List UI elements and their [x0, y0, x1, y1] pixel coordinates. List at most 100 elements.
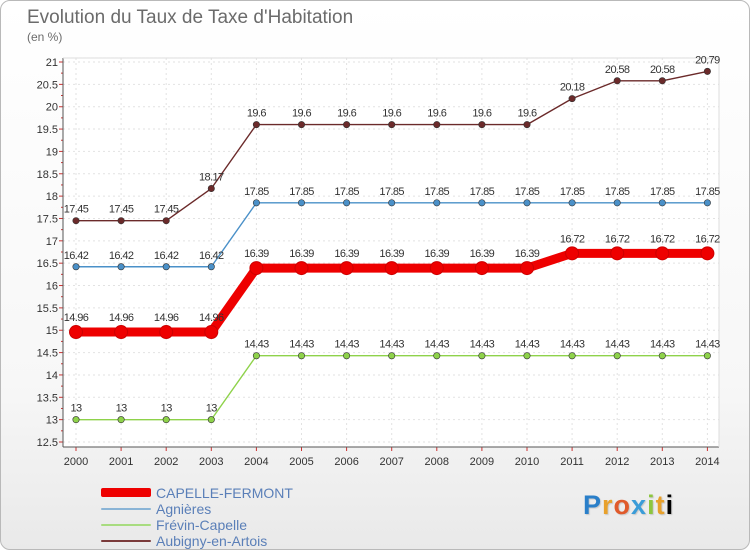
- data-label: 16.39: [334, 248, 359, 260]
- data-point: [614, 78, 620, 84]
- data-label: 17.85: [334, 186, 359, 198]
- data-point: [115, 326, 128, 339]
- data-point: [298, 121, 304, 127]
- y-tick-label: 13: [46, 415, 58, 427]
- data-label: 14.43: [470, 339, 495, 351]
- legend-swatch-frevin-capelle: [101, 524, 151, 526]
- data-label: 17.85: [515, 186, 540, 198]
- data-label: 17.85: [470, 186, 495, 198]
- logo-letter: o: [614, 490, 632, 520]
- y-tick-label: 13.5: [37, 392, 58, 404]
- y-tick-label: 12.5: [37, 437, 58, 449]
- data-point: [479, 121, 485, 127]
- data-label: 13: [161, 403, 173, 415]
- legend-label: CAPELLE-FERMONT: [156, 485, 293, 501]
- x-tick-label: 2014: [695, 456, 719, 468]
- data-label: 14.96: [64, 312, 89, 324]
- y-tick-label: 19: [46, 146, 58, 158]
- data-label: 19.6: [292, 108, 311, 120]
- data-point: [389, 353, 395, 359]
- data-label: 16.39: [470, 248, 495, 260]
- y-tick-label: 20.5: [37, 79, 58, 91]
- data-label: 16.72: [560, 233, 585, 245]
- x-tick-label: 2002: [154, 456, 178, 468]
- data-label: 16.39: [289, 248, 314, 260]
- logo-letter: i: [666, 490, 675, 520]
- data-point: [250, 262, 263, 275]
- data-point: [298, 353, 304, 359]
- data-label: 19.6: [517, 108, 536, 120]
- data-label: 17.85: [379, 186, 404, 198]
- data-label: 19.6: [427, 108, 446, 120]
- y-tick-label: 21: [46, 57, 58, 69]
- data-label: 16.39: [244, 248, 269, 260]
- data-label: 17.85: [244, 186, 269, 198]
- data-label: 19.6: [337, 108, 356, 120]
- data-point: [389, 200, 395, 206]
- data-point: [118, 416, 124, 422]
- legend-swatch-agnieres: [101, 508, 151, 510]
- data-label: 16.72: [650, 233, 675, 245]
- data-label: 18.17: [199, 172, 224, 184]
- data-point: [479, 353, 485, 359]
- data-point: [524, 200, 530, 206]
- data-point: [656, 247, 669, 260]
- y-tick-label: 20: [46, 102, 58, 114]
- data-label: 17.45: [109, 204, 134, 216]
- data-label: 14.43: [560, 339, 585, 351]
- data-point: [208, 416, 214, 422]
- data-point: [208, 185, 214, 191]
- data-label: 20.79: [695, 54, 720, 66]
- data-point: [253, 353, 259, 359]
- data-point: [434, 353, 440, 359]
- data-point: [343, 353, 349, 359]
- data-label: 14.96: [199, 312, 224, 324]
- data-label: 17.85: [695, 186, 720, 198]
- data-point: [163, 416, 169, 422]
- data-label: 16.42: [154, 250, 179, 262]
- line-chart: 12.51313.51414.51515.51616.51717.51818.5…: [1, 1, 750, 550]
- data-point: [611, 247, 624, 260]
- data-label: 17.85: [289, 186, 314, 198]
- data-point: [566, 247, 579, 260]
- data-point: [704, 200, 710, 206]
- data-label: 16.72: [605, 233, 630, 245]
- data-label: 16.42: [199, 250, 224, 262]
- data-point: [430, 262, 443, 275]
- data-label: 14.43: [289, 339, 314, 351]
- legend-swatch-capelle-fermont: [101, 488, 151, 497]
- logo-letter: t: [656, 490, 666, 520]
- data-point: [659, 353, 665, 359]
- logo-letter: x: [631, 490, 647, 520]
- y-tick-label: 16.5: [37, 258, 58, 270]
- data-point: [569, 95, 575, 101]
- data-point: [614, 200, 620, 206]
- legend-label: Aubigny-en-Artois: [156, 533, 267, 549]
- data-label: 19.6: [472, 108, 491, 120]
- data-label: 13: [206, 403, 218, 415]
- data-point: [118, 218, 124, 224]
- data-point: [385, 262, 398, 275]
- data-point: [205, 326, 218, 339]
- data-label: 14.96: [154, 312, 179, 324]
- x-tick-label: 2007: [379, 456, 403, 468]
- data-label: 16.42: [64, 250, 89, 262]
- data-label: 17.85: [605, 186, 630, 198]
- data-point: [73, 264, 79, 270]
- data-label: 16.42: [109, 250, 134, 262]
- x-tick-label: 2005: [289, 456, 313, 468]
- logo-letter: P: [583, 490, 602, 520]
- data-point: [569, 353, 575, 359]
- data-label: 19.6: [247, 108, 266, 120]
- x-tick-label: 2011: [560, 456, 584, 468]
- x-tick-label: 2003: [199, 456, 223, 468]
- data-label: 14.43: [425, 339, 450, 351]
- x-tick-label: 2009: [470, 456, 494, 468]
- x-tick-label: 2012: [605, 456, 629, 468]
- x-tick-label: 2010: [515, 456, 539, 468]
- data-label: 19.6: [382, 108, 401, 120]
- data-label: 20.58: [605, 64, 630, 76]
- data-label: 17.85: [425, 186, 450, 198]
- data-label: 17.45: [64, 204, 89, 216]
- data-point: [475, 262, 488, 275]
